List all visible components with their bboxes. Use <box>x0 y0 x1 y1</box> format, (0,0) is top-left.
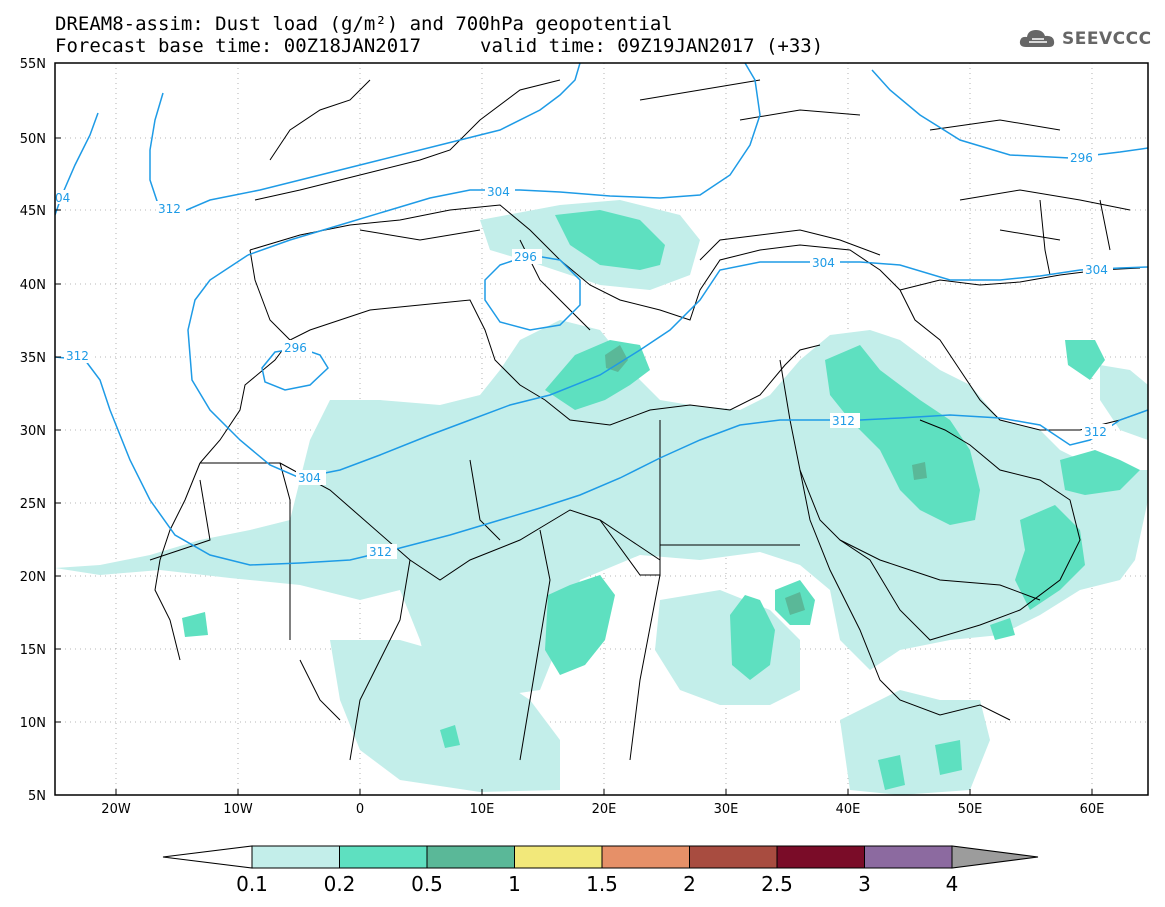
legend-label: 1 <box>508 872 521 896</box>
legend-label: 2.5 <box>761 872 793 896</box>
lon-label: 60E <box>1080 802 1105 817</box>
svg-text:304: 304 <box>298 471 321 485</box>
svg-text:312: 312 <box>832 414 855 428</box>
legend-label: 1.5 <box>586 872 618 896</box>
legend-color-box <box>776 845 865 869</box>
legend-color-box <box>601 845 690 869</box>
lat-label: 50N <box>20 132 46 147</box>
legend-color-box <box>514 845 603 869</box>
legend-labels: 0.1 0.2 0.5 1 1.5 2 2.5 3 4 <box>236 872 958 896</box>
lat-label: 45N <box>20 204 46 219</box>
lat-label: 55N <box>20 57 46 72</box>
contour-labels: 04 312 304 296 304 296 312 304 312 312 3… <box>55 150 1113 559</box>
lon-label: 10W <box>223 802 253 817</box>
axis-ticks <box>55 62 1093 796</box>
legend-label: 4 <box>946 872 959 896</box>
lon-label: 0 <box>356 802 364 817</box>
legend-arrow-high <box>951 845 1039 869</box>
forecast-base-time: Forecast base time: 00Z18JAN2017 <box>55 35 422 57</box>
geopotential-contours <box>55 63 1148 566</box>
svg-text:296: 296 <box>284 341 307 355</box>
legend-color-box <box>689 845 778 869</box>
svg-text:296: 296 <box>1070 151 1093 165</box>
legend-label: 3 <box>858 872 871 896</box>
legend-color-box <box>426 845 515 869</box>
lon-label: 30E <box>714 802 739 817</box>
dust-load-0.1-area <box>55 200 1148 795</box>
seevccc-logo: SEEVCCC <box>1018 26 1152 52</box>
lon-label: 50E <box>958 802 983 817</box>
dust-load-0.2-area <box>182 210 1140 790</box>
legend-label: 0.5 <box>411 872 443 896</box>
legend-label: 2 <box>683 872 696 896</box>
svg-text:304: 304 <box>487 185 510 199</box>
svg-text:304: 304 <box>812 256 835 270</box>
legend-color-box <box>339 845 428 869</box>
svg-text:296: 296 <box>514 250 537 264</box>
map-title: DREAM8-assim: Dust load (g/m²) and 700hP… <box>55 13 673 35</box>
legend-color-boxes <box>162 845 1039 869</box>
lat-label: 40N <box>20 278 46 293</box>
cloud-icon <box>1019 30 1055 47</box>
lon-label: 40E <box>836 802 861 817</box>
legend-color-box <box>864 845 953 869</box>
color-legend: 0.1 0.2 0.5 1 1.5 2 2.5 3 4 <box>162 845 1039 896</box>
dust-load-0.5-area <box>605 345 927 615</box>
lat-label: 10N <box>20 716 46 731</box>
svg-text:304: 304 <box>1085 263 1108 277</box>
svg-text:312: 312 <box>66 349 89 363</box>
lat-label: 30N <box>20 424 46 439</box>
lon-label: 20W <box>101 802 131 817</box>
lat-label: 15N <box>20 643 46 658</box>
longitude-labels: 20W 10W 0 10E 20E 30E 40E 50E 60E <box>101 802 1104 817</box>
lon-label: 20E <box>592 802 617 817</box>
legend-label: 0.1 <box>236 872 268 896</box>
lat-label: 20N <box>20 570 46 585</box>
lon-label: 10E <box>470 802 495 817</box>
logo-text: SEEVCCC <box>1062 29 1152 49</box>
svg-text:312: 312 <box>369 545 392 559</box>
svg-text:312: 312 <box>1084 425 1107 439</box>
lat-label: 5N <box>28 789 46 804</box>
legend-arrow-low <box>162 845 253 869</box>
lat-label: 25N <box>20 497 46 512</box>
legend-color-box <box>251 845 340 869</box>
map-frame <box>54 62 1149 796</box>
legend-label: 0.2 <box>324 872 356 896</box>
latitude-labels: 55N 50N 45N 40N 35N 30N 25N 20N 15N 10N … <box>20 57 46 804</box>
valid-time: valid time: 09Z19JAN2017 (+33) <box>480 35 824 57</box>
lat-label: 35N <box>20 351 46 366</box>
svg-text:04: 04 <box>55 191 70 205</box>
svg-text:312: 312 <box>158 202 181 216</box>
